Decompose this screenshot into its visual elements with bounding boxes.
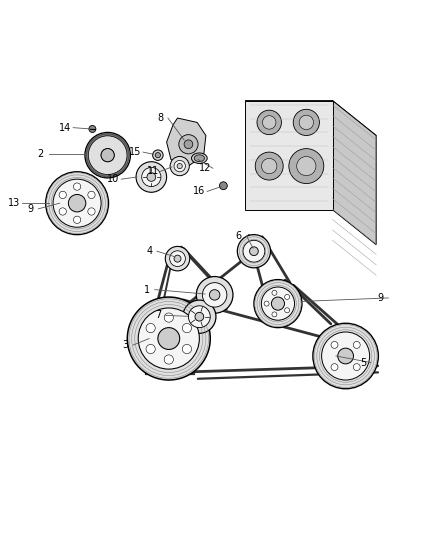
Circle shape [179, 135, 198, 154]
Circle shape [142, 167, 161, 187]
Circle shape [147, 173, 155, 181]
Circle shape [272, 290, 277, 295]
Circle shape [59, 208, 67, 215]
Circle shape [152, 150, 163, 160]
Circle shape [257, 110, 282, 135]
Circle shape [158, 328, 180, 350]
Text: 7: 7 [155, 310, 161, 320]
Circle shape [164, 313, 173, 322]
Circle shape [272, 312, 277, 317]
Ellipse shape [191, 153, 207, 164]
Text: 10: 10 [107, 174, 120, 184]
Circle shape [195, 312, 204, 321]
Circle shape [331, 342, 338, 349]
Circle shape [74, 183, 81, 190]
Circle shape [74, 216, 81, 223]
Circle shape [196, 277, 233, 313]
Circle shape [285, 308, 290, 313]
Circle shape [101, 149, 114, 161]
Circle shape [219, 182, 227, 190]
Circle shape [136, 161, 166, 192]
Circle shape [170, 157, 189, 176]
Text: 11: 11 [146, 166, 159, 176]
Circle shape [254, 280, 302, 328]
Circle shape [353, 364, 360, 370]
Circle shape [92, 140, 123, 171]
Circle shape [261, 158, 277, 174]
Circle shape [146, 324, 155, 333]
Text: 9: 9 [27, 204, 33, 214]
Text: 4: 4 [146, 246, 152, 256]
Circle shape [85, 133, 131, 178]
Circle shape [261, 287, 294, 320]
Circle shape [86, 133, 130, 177]
Text: 14: 14 [59, 123, 71, 133]
Circle shape [237, 235, 271, 268]
Circle shape [174, 255, 181, 262]
Text: 9: 9 [378, 293, 384, 303]
Circle shape [68, 195, 86, 212]
Text: 1: 1 [144, 285, 150, 295]
Circle shape [209, 289, 220, 300]
Circle shape [182, 344, 191, 353]
Circle shape [183, 300, 216, 333]
Circle shape [177, 164, 182, 169]
Circle shape [59, 191, 67, 199]
Circle shape [146, 344, 155, 353]
Circle shape [101, 149, 114, 161]
Ellipse shape [194, 155, 205, 161]
Text: 12: 12 [199, 163, 211, 173]
Polygon shape [332, 101, 376, 245]
Circle shape [293, 109, 319, 135]
Circle shape [331, 364, 338, 370]
Circle shape [250, 247, 258, 256]
Circle shape [297, 157, 316, 176]
Circle shape [188, 306, 210, 328]
Circle shape [53, 179, 101, 227]
Text: 6: 6 [236, 231, 242, 241]
Text: 8: 8 [157, 113, 163, 123]
Text: 2: 2 [38, 149, 44, 159]
Circle shape [89, 125, 96, 133]
Circle shape [262, 116, 276, 129]
Polygon shape [245, 101, 332, 210]
Polygon shape [166, 118, 206, 166]
Circle shape [88, 208, 95, 215]
Circle shape [338, 348, 353, 364]
Circle shape [321, 332, 370, 380]
Circle shape [289, 149, 324, 183]
Text: 13: 13 [8, 198, 20, 208]
Circle shape [353, 342, 360, 349]
Circle shape [174, 160, 185, 172]
Circle shape [164, 355, 173, 364]
Circle shape [285, 294, 290, 300]
Text: 16: 16 [193, 187, 205, 196]
Circle shape [202, 282, 227, 307]
Circle shape [88, 136, 127, 174]
Circle shape [127, 297, 210, 380]
Circle shape [184, 140, 193, 149]
Circle shape [255, 152, 283, 180]
Circle shape [243, 240, 265, 262]
Text: 15: 15 [129, 147, 141, 157]
Polygon shape [245, 101, 376, 135]
Circle shape [264, 301, 269, 306]
Circle shape [182, 324, 191, 333]
Text: 3: 3 [122, 340, 128, 350]
Circle shape [88, 191, 95, 199]
Circle shape [313, 323, 378, 389]
Circle shape [138, 308, 199, 369]
Circle shape [46, 172, 109, 235]
Text: 5: 5 [360, 358, 366, 368]
Circle shape [165, 246, 190, 271]
Circle shape [155, 152, 160, 158]
Circle shape [272, 297, 285, 310]
Circle shape [299, 115, 314, 130]
Circle shape [170, 251, 185, 266]
